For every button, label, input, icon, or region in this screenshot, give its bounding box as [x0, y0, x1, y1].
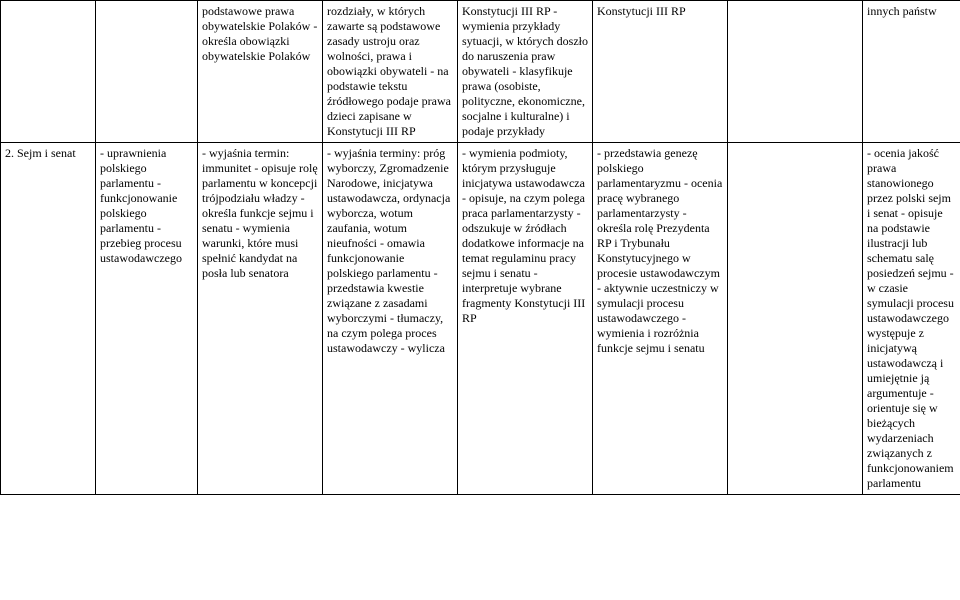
cell-r1c1: - uprawnienia polskiego parlamentu - fun… [96, 143, 198, 495]
table-row: podstawowe prawa obywatelskie Polaków - … [1, 1, 960, 143]
cell-r1c4: - wymienia podmioty, którym przysługuje … [458, 143, 593, 495]
cell-r1c7: - ocenia jakość prawa stanowionego przez… [863, 143, 960, 495]
cell-r0c2: podstawowe prawa obywatelskie Polaków - … [198, 1, 323, 143]
cell-r0c1 [96, 1, 198, 143]
cell-r1c5: - przedstawia genezę polskiego parlament… [593, 143, 728, 495]
curriculum-table: podstawowe prawa obywatelskie Polaków - … [0, 0, 960, 495]
cell-r0c6 [728, 1, 863, 143]
cell-r1c6 [728, 143, 863, 495]
table-row: 2. Sejm i senat - uprawnienia polskiego … [1, 143, 960, 495]
cell-r1c2: - wyjaśnia termin: immunitet - opisuje r… [198, 143, 323, 495]
cell-r1c3: - wyjaśnia terminy: próg wyborczy, Zgrom… [323, 143, 458, 495]
cell-r0c7: innych państw [863, 1, 960, 143]
cell-r0c3: rozdziały, w których zawarte są podstawo… [323, 1, 458, 143]
cell-r1c0: 2. Sejm i senat [1, 143, 96, 495]
cell-r0c5: Konstytucji III RP [593, 1, 728, 143]
cell-r0c4: Konstytucji III RP - wymienia przykłady … [458, 1, 593, 143]
cell-r0c0 [1, 1, 96, 143]
